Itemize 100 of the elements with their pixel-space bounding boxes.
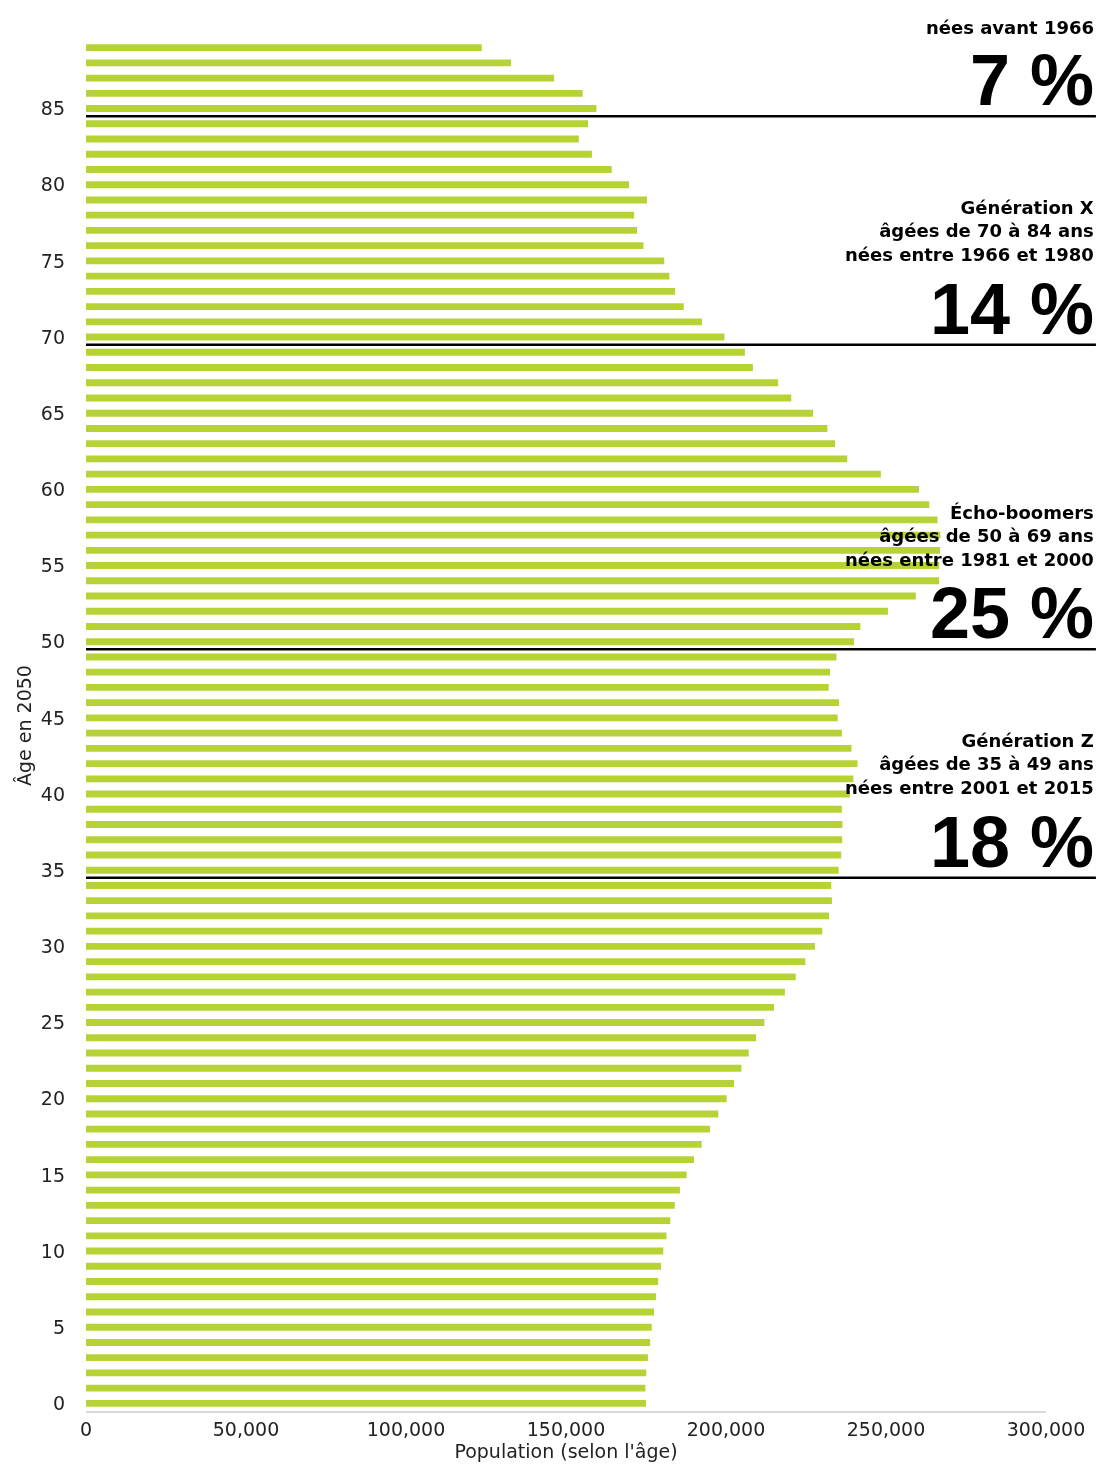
bar — [86, 1156, 694, 1164]
bar — [86, 1384, 646, 1392]
bar — [86, 882, 832, 889]
bar — [86, 120, 589, 128]
annotation: 7 % — [970, 40, 1095, 120]
y-tick-label: 65 — [40, 401, 65, 424]
bar — [86, 1293, 656, 1301]
bar — [86, 89, 583, 97]
bar — [86, 1399, 646, 1407]
y-tick-label: 55 — [40, 554, 65, 577]
x-tick-label: 0 — [79, 1417, 93, 1440]
bar — [86, 668, 830, 676]
bar — [86, 1186, 680, 1194]
bar — [86, 1262, 662, 1270]
bar — [86, 942, 815, 950]
bar — [86, 729, 842, 737]
bar — [86, 272, 670, 280]
bar — [86, 455, 848, 463]
y-tick-label: 0 — [52, 1392, 65, 1415]
bar — [86, 44, 482, 52]
bar — [86, 59, 511, 67]
annotation: 18 % — [930, 802, 1095, 882]
bar — [86, 364, 753, 371]
y-axis-title: Âge en 2050 — [12, 665, 35, 786]
bar — [86, 1201, 675, 1209]
y-tick-label: 75 — [40, 249, 65, 272]
bar — [86, 257, 665, 265]
bar — [86, 1064, 742, 1072]
bar — [86, 912, 830, 920]
bar — [86, 958, 806, 966]
text: nées avant 1966 — [926, 17, 1095, 38]
bar — [86, 470, 881, 478]
bar — [86, 105, 597, 112]
y-tick-label: 5 — [52, 1315, 65, 1338]
bar — [86, 760, 858, 768]
y-tick-label: 20 — [40, 1087, 65, 1110]
bar — [86, 287, 676, 295]
bar — [86, 988, 785, 996]
bar — [86, 348, 745, 356]
bar — [86, 607, 888, 615]
bar — [86, 303, 684, 311]
bar — [86, 744, 852, 752]
bar — [86, 318, 702, 326]
annotation: Génération X âgées de 70 à 84 ans nées entre 1966 et 1980 — [845, 197, 1094, 265]
bar — [86, 1140, 702, 1148]
bar — [86, 1369, 647, 1377]
bar — [86, 623, 861, 630]
y-tick-label: 45 — [40, 706, 65, 729]
x-tick-label: 150,000 — [526, 1417, 606, 1440]
x-tick-label: 100,000 — [366, 1417, 446, 1440]
y-tick-label: 25 — [40, 1011, 65, 1034]
annotation: 25 % — [930, 573, 1095, 653]
x-tick-label: 50,000 — [212, 1417, 280, 1440]
y-tick-label: 80 — [40, 173, 65, 196]
bar — [86, 1034, 757, 1042]
bar — [86, 425, 828, 432]
y-tick-label: 70 — [40, 325, 65, 348]
bar — [86, 714, 838, 722]
y-tick-label: 10 — [40, 1239, 65, 1262]
bar — [86, 1232, 667, 1240]
bar — [86, 181, 630, 189]
bar — [86, 699, 839, 707]
bar — [86, 1217, 671, 1225]
bar — [86, 211, 635, 219]
bar — [86, 973, 796, 981]
bar — [86, 1339, 651, 1346]
bar — [86, 1354, 648, 1362]
y-tick-label: 35 — [40, 858, 65, 881]
annotation: Génération Z âgées de 35 à 49 ans nées entre 2001 et 2015 — [845, 730, 1094, 798]
y-tick-label: 60 — [40, 478, 65, 501]
bar — [86, 1278, 659, 1285]
x-tick-label: 300,000 — [1006, 1417, 1086, 1440]
bar — [86, 379, 779, 387]
bar — [86, 638, 854, 646]
y-tick-label: 40 — [40, 782, 65, 805]
x-axis-title: Population (selon l'âge) — [454, 1439, 678, 1462]
bar — [86, 836, 843, 844]
x-tick-label: 200,000 — [686, 1417, 766, 1440]
bar — [86, 440, 836, 448]
bar — [86, 1171, 687, 1179]
y-tick-label: 30 — [40, 935, 65, 958]
bar — [86, 683, 829, 691]
bar — [86, 1003, 774, 1011]
bar — [86, 577, 940, 585]
annotation: 14 % — [930, 269, 1095, 349]
y-tick-label: 50 — [40, 630, 65, 653]
bar — [86, 866, 839, 874]
bar — [86, 485, 919, 493]
bar — [86, 1080, 734, 1087]
bar — [86, 927, 823, 935]
bar — [86, 166, 612, 173]
x-tick-label: 250,000 — [846, 1417, 926, 1440]
bar — [86, 1323, 652, 1331]
bar — [86, 805, 842, 813]
bar — [86, 501, 930, 509]
y-tick-label: 85 — [40, 97, 65, 120]
bar — [86, 821, 843, 828]
bar — [86, 1095, 727, 1103]
bar — [86, 516, 938, 524]
bar — [86, 150, 592, 158]
